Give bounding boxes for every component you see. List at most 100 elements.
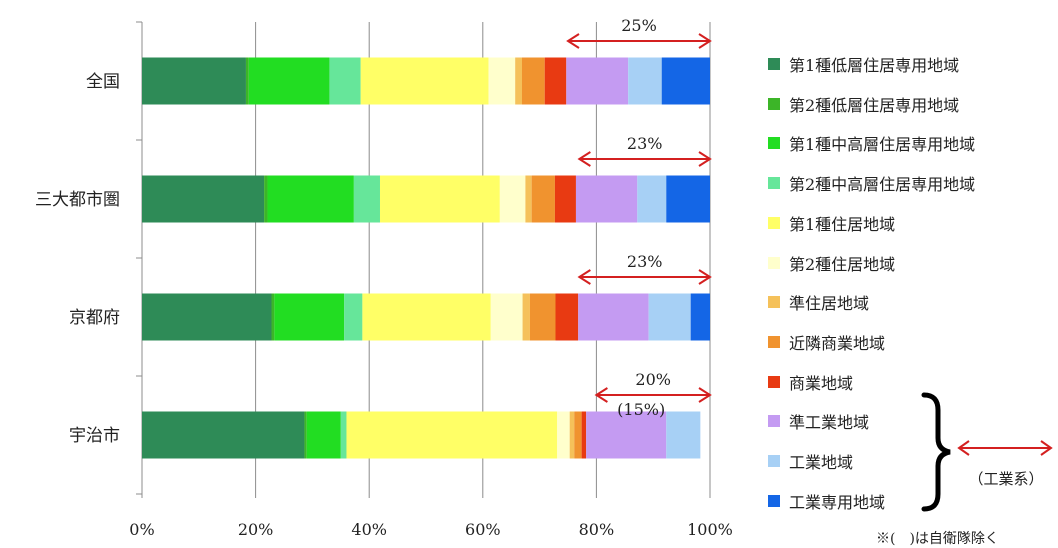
bar-segment	[142, 293, 272, 341]
bar-segment	[329, 57, 361, 105]
annotation-arrowhead	[698, 387, 712, 403]
bar-segment	[340, 411, 347, 459]
bar-segment	[566, 57, 629, 105]
annotation-label: 23%	[627, 134, 663, 153]
legend-label: 第2種低層住居専用地域	[789, 95, 960, 115]
bar-segment	[488, 57, 516, 105]
legend-item: 第2種住居地域	[768, 243, 895, 283]
legend-item: 第2種低層住居専用地域	[768, 84, 959, 124]
bar-segment	[586, 411, 667, 459]
bar-segment	[575, 175, 638, 223]
industrial-group-label: （工業系）	[968, 470, 1044, 488]
bar-segment	[344, 293, 363, 341]
bar-segment	[531, 175, 555, 223]
bar-segment	[142, 411, 305, 459]
legend-swatch	[768, 256, 780, 269]
legend-label: 商業地域	[789, 373, 854, 393]
legend-label: 第1種住居地域	[789, 214, 896, 234]
bar-segment	[142, 57, 246, 105]
legend-label: 工業地域	[789, 453, 854, 472]
annotation-arrowhead	[577, 151, 591, 167]
legend-item: 準工業地域	[768, 401, 869, 441]
legend-item: 商業地域	[768, 362, 853, 402]
bar-segment	[578, 293, 649, 341]
bar-segment	[690, 293, 710, 341]
bar-segment	[555, 293, 579, 341]
industrial-group-arrow	[957, 440, 1053, 456]
bar-segment	[490, 293, 523, 341]
category-label: 京都府	[69, 308, 120, 328]
legend-swatch	[768, 137, 780, 150]
annotation-sub-label: (15%)	[617, 400, 665, 419]
annotation-arrowhead	[698, 33, 712, 49]
bar-segment	[666, 175, 710, 223]
annotation-arrowhead	[577, 269, 591, 285]
annotation-label: 25%	[621, 16, 657, 35]
legend-item: 第1種中高層住居専用地域	[768, 123, 975, 163]
annotation-arrowhead	[698, 269, 712, 285]
legend-label: 第2種中高層住居専用地域	[789, 175, 976, 195]
legend-item: 近隣商業地域	[768, 322, 885, 362]
annotation-arrowhead	[594, 387, 608, 403]
bar-segment	[360, 57, 489, 105]
legend-swatch	[768, 296, 780, 309]
legend-label: 工業専用地域	[789, 492, 886, 512]
bar-segment	[557, 411, 570, 459]
bar-segment	[666, 411, 701, 459]
legend-swatch	[768, 415, 780, 428]
legend-item: 第1種低層住居専用地域	[768, 44, 959, 84]
legend-item: 工業地域	[768, 441, 853, 481]
legend-swatch	[768, 455, 780, 467]
bar-segment	[648, 293, 691, 341]
annotation-arrowhead	[566, 33, 580, 49]
bar-segment	[515, 57, 522, 105]
bar-segment	[304, 411, 307, 459]
annotation-label: 23%	[627, 252, 663, 271]
industrial-group-brace	[921, 392, 951, 512]
legend-label: 近隣商業地域	[789, 333, 886, 353]
bar-segment	[362, 293, 491, 341]
bar-segment	[628, 57, 662, 105]
legend-item: 第1種住居地域	[768, 203, 895, 243]
category-label: 三大都市圏	[35, 190, 120, 210]
category-label: 全国	[86, 72, 120, 92]
bar-segment	[274, 293, 345, 341]
bar-segment	[554, 175, 576, 223]
x-tick-label: 20%	[238, 520, 274, 539]
bar-segment	[379, 175, 500, 223]
legend-label: 準住居地域	[789, 294, 870, 314]
bar-segment	[661, 57, 710, 105]
bar-segment	[353, 175, 380, 223]
x-tick-label: 0%	[129, 520, 154, 539]
bar-segment	[574, 411, 582, 459]
x-tick-label: 40%	[351, 520, 387, 539]
bar-segment	[248, 57, 330, 105]
footnote: ※( )は自衛隊除く	[876, 531, 999, 547]
bar-segment	[525, 175, 532, 223]
legend-swatch	[768, 216, 780, 229]
legend-item: 準住居地域	[768, 282, 869, 322]
bar-segment	[522, 293, 530, 341]
annotation-label: 20%	[635, 370, 671, 389]
bar-segment	[499, 175, 526, 223]
bar-segment	[637, 175, 667, 223]
bar-segment	[569, 411, 575, 459]
annotation-arrowhead	[698, 151, 712, 167]
legend-swatch	[768, 58, 780, 70]
legend-swatch	[768, 335, 780, 348]
bar-segment	[264, 175, 268, 223]
bar-segment	[521, 57, 545, 105]
legend-swatch	[768, 375, 780, 388]
bar-segment	[267, 175, 354, 223]
legend-swatch	[768, 97, 780, 110]
legend-label: 第1種低層住居専用地域	[789, 56, 960, 75]
legend-swatch	[768, 494, 780, 507]
bar-segment	[529, 293, 556, 341]
bar-segment	[306, 411, 341, 459]
legend-swatch	[768, 177, 780, 190]
bar-segment	[581, 411, 587, 459]
legend-label: 第2種住居地域	[789, 254, 896, 274]
bar-segment	[142, 175, 265, 223]
x-tick-label: 80%	[579, 520, 615, 539]
